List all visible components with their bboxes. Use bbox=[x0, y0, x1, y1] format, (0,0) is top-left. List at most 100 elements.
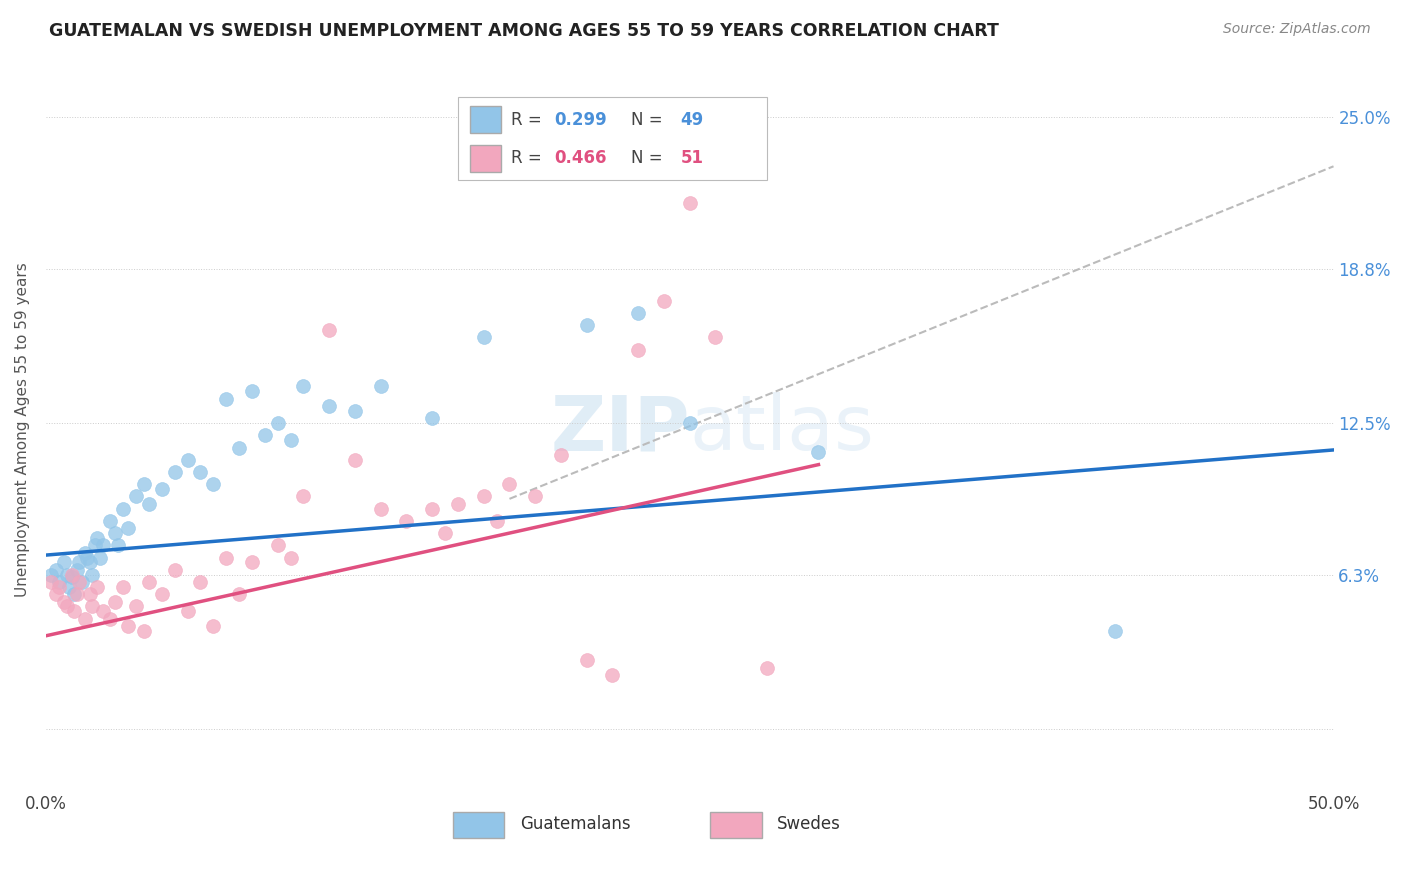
Point bbox=[45, 563, 67, 577]
Point bbox=[602, 668, 624, 682]
Point bbox=[1104, 624, 1126, 638]
Point bbox=[117, 619, 139, 633]
Point bbox=[447, 497, 470, 511]
Text: ZIP: ZIP bbox=[550, 392, 690, 467]
Point bbox=[66, 563, 89, 577]
Point bbox=[280, 550, 302, 565]
Point bbox=[215, 550, 238, 565]
Text: GUATEMALAN VS SWEDISH UNEMPLOYMENT AMONG AGES 55 TO 59 YEARS CORRELATION CHART: GUATEMALAN VS SWEDISH UNEMPLOYMENT AMONG… bbox=[49, 22, 1000, 40]
Point bbox=[53, 594, 76, 608]
Point bbox=[132, 477, 155, 491]
Point bbox=[63, 604, 86, 618]
Point bbox=[73, 546, 96, 560]
Point bbox=[83, 538, 105, 552]
Point bbox=[150, 587, 173, 601]
Point bbox=[60, 570, 83, 584]
Point bbox=[240, 556, 263, 570]
Point bbox=[370, 501, 392, 516]
Point bbox=[58, 580, 80, 594]
Point bbox=[318, 399, 340, 413]
Point bbox=[60, 567, 83, 582]
Point bbox=[79, 556, 101, 570]
Point bbox=[202, 619, 225, 633]
Point bbox=[73, 612, 96, 626]
Point bbox=[228, 441, 250, 455]
Point bbox=[86, 531, 108, 545]
Point bbox=[575, 318, 598, 333]
Point bbox=[176, 452, 198, 467]
Point bbox=[756, 660, 779, 674]
Point bbox=[39, 567, 62, 582]
Point bbox=[112, 580, 135, 594]
Point bbox=[70, 574, 93, 589]
Point bbox=[292, 379, 315, 393]
Point bbox=[150, 482, 173, 496]
Point bbox=[69, 556, 91, 570]
Point bbox=[163, 563, 186, 577]
Point bbox=[343, 404, 366, 418]
Point bbox=[524, 490, 547, 504]
Point bbox=[48, 580, 70, 594]
Point bbox=[343, 452, 366, 467]
Point bbox=[292, 490, 315, 504]
Point bbox=[280, 433, 302, 447]
Point bbox=[98, 612, 121, 626]
Point bbox=[176, 604, 198, 618]
Point bbox=[395, 514, 418, 528]
Point bbox=[202, 477, 225, 491]
Point bbox=[89, 550, 111, 565]
Point bbox=[679, 196, 702, 211]
Point bbox=[679, 416, 702, 430]
Point bbox=[91, 538, 114, 552]
Y-axis label: Unemployment Among Ages 55 to 59 years: Unemployment Among Ages 55 to 59 years bbox=[15, 261, 30, 597]
Point bbox=[472, 330, 495, 344]
Point bbox=[190, 574, 212, 589]
Point bbox=[253, 428, 276, 442]
Point bbox=[79, 587, 101, 601]
Point bbox=[652, 293, 675, 308]
Point bbox=[48, 574, 70, 589]
Point bbox=[66, 587, 89, 601]
Point bbox=[228, 587, 250, 601]
Point bbox=[318, 323, 340, 337]
Point bbox=[82, 599, 104, 614]
Point bbox=[82, 567, 104, 582]
Point bbox=[125, 490, 148, 504]
Point bbox=[485, 514, 508, 528]
Point bbox=[627, 343, 650, 357]
Point bbox=[39, 574, 62, 589]
Point bbox=[138, 497, 160, 511]
Point bbox=[240, 384, 263, 399]
Point bbox=[104, 526, 127, 541]
Point bbox=[370, 379, 392, 393]
Point bbox=[163, 465, 186, 479]
Point bbox=[125, 599, 148, 614]
Point bbox=[91, 604, 114, 618]
Point bbox=[55, 567, 77, 582]
Point bbox=[267, 538, 290, 552]
Point bbox=[112, 501, 135, 516]
Point bbox=[63, 587, 86, 601]
Point bbox=[132, 624, 155, 638]
Point bbox=[53, 556, 76, 570]
Point bbox=[69, 574, 91, 589]
Point bbox=[498, 477, 520, 491]
Point bbox=[55, 599, 77, 614]
Point bbox=[215, 392, 238, 406]
Text: Source: ZipAtlas.com: Source: ZipAtlas.com bbox=[1223, 22, 1371, 37]
Point bbox=[190, 465, 212, 479]
Point bbox=[98, 514, 121, 528]
Point bbox=[45, 587, 67, 601]
Point bbox=[86, 580, 108, 594]
Point bbox=[420, 501, 443, 516]
Point bbox=[117, 521, 139, 535]
Point bbox=[704, 330, 727, 344]
Point bbox=[550, 448, 572, 462]
Point bbox=[472, 490, 495, 504]
Point bbox=[267, 416, 290, 430]
Point bbox=[420, 411, 443, 425]
Point bbox=[107, 538, 129, 552]
Point bbox=[575, 653, 598, 667]
Point bbox=[104, 594, 127, 608]
Point bbox=[76, 550, 98, 565]
